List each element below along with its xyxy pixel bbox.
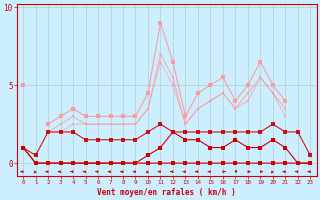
X-axis label: Vent moyen/en rafales ( km/h ): Vent moyen/en rafales ( km/h ) (97, 188, 236, 197)
